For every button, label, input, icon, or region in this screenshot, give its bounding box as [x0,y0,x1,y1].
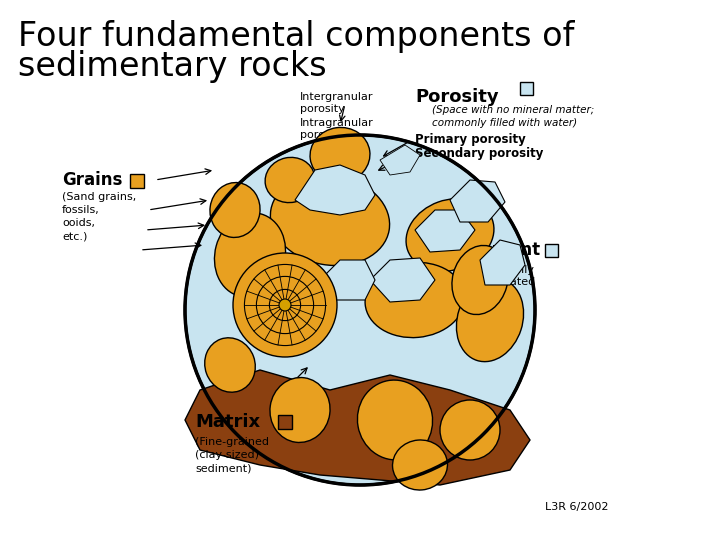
Bar [130,174,144,188]
Text: (Chemically
precipitated
mineral
material): (Chemically precipitated mineral materia… [468,265,535,312]
Polygon shape [380,145,420,175]
Text: L3R 6/2002: L3R 6/2002 [545,502,608,512]
Circle shape [233,253,337,357]
Circle shape [279,299,291,311]
Ellipse shape [365,262,465,338]
Text: sedimentary rocks: sedimentary rocks [18,50,327,83]
Ellipse shape [392,440,448,490]
Ellipse shape [271,174,390,266]
Polygon shape [320,260,375,300]
Text: Cement: Cement [468,241,540,259]
Polygon shape [295,165,375,215]
Ellipse shape [270,377,330,442]
Text: Secondary porosity: Secondary porosity [415,147,544,160]
Circle shape [185,135,535,485]
Polygon shape [480,240,525,285]
Ellipse shape [440,400,500,460]
Ellipse shape [204,338,256,392]
Ellipse shape [265,157,315,202]
Text: (Space with no mineral matter;: (Space with no mineral matter; [432,105,594,115]
Bar [545,244,558,257]
Bar [278,415,292,429]
Text: Grains: Grains [62,171,122,189]
Text: Four fundamental components of: Four fundamental components of [18,20,575,53]
Text: (Sand grains,
fossils,
ooids,
etc.): (Sand grains, fossils, ooids, etc.) [62,192,136,241]
Text: (Fine-grained
(clay-sized)
sediment): (Fine-grained (clay-sized) sediment) [195,437,269,474]
Ellipse shape [267,266,333,345]
Ellipse shape [456,278,523,362]
Ellipse shape [406,199,494,271]
Polygon shape [185,370,530,485]
Ellipse shape [452,246,508,314]
Text: Primary porosity: Primary porosity [415,133,526,146]
Text: Porosity: Porosity [415,88,499,106]
Text: commonly filled with water): commonly filled with water) [432,118,577,128]
Polygon shape [370,258,435,302]
Text: Intergranular
porosity: Intergranular porosity [300,92,374,114]
Ellipse shape [210,183,260,238]
Bar [520,82,533,95]
Ellipse shape [215,213,286,297]
Polygon shape [450,180,505,222]
Polygon shape [415,210,475,252]
Text: Matrix: Matrix [195,413,260,431]
Ellipse shape [357,380,433,460]
Text: Intragranular
porosity: Intragranular porosity [300,118,374,140]
Ellipse shape [310,127,370,183]
